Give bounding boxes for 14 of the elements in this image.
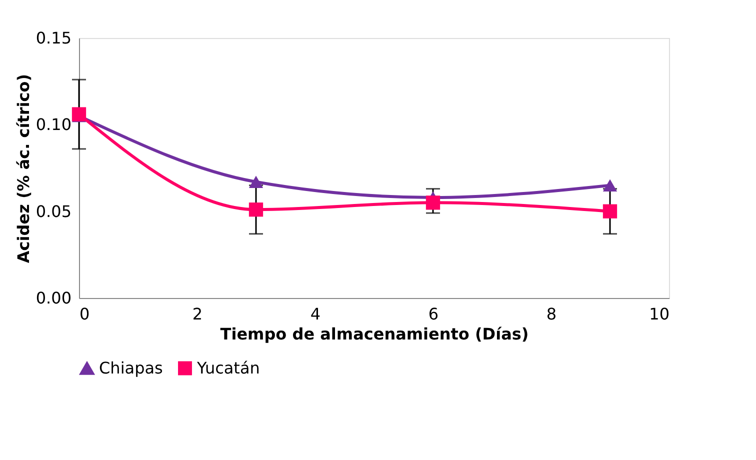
x-tick-label: 2	[192, 304, 203, 324]
legend-label: Yucatán	[196, 358, 260, 378]
x-tick-label: 8	[546, 304, 557, 324]
legend-label: Chiapas	[99, 358, 163, 378]
x-tick-label: 6	[428, 304, 439, 324]
y-tick-label: 0.05	[36, 202, 72, 221]
x-tick-label: 10	[649, 304, 670, 324]
y-tick-label: 0.10	[36, 115, 72, 134]
x-tick-label: 4	[310, 304, 321, 324]
y-axis-title: Acidez (% ác. cítrico)	[14, 74, 33, 264]
y-tick-label: 0.00	[36, 288, 72, 308]
x-tick-label: 0	[80, 304, 90, 324]
y-tick-label: 0.15	[36, 28, 72, 48]
x-axis-title: Tiempo de almacenamiento (Días)	[220, 324, 529, 344]
